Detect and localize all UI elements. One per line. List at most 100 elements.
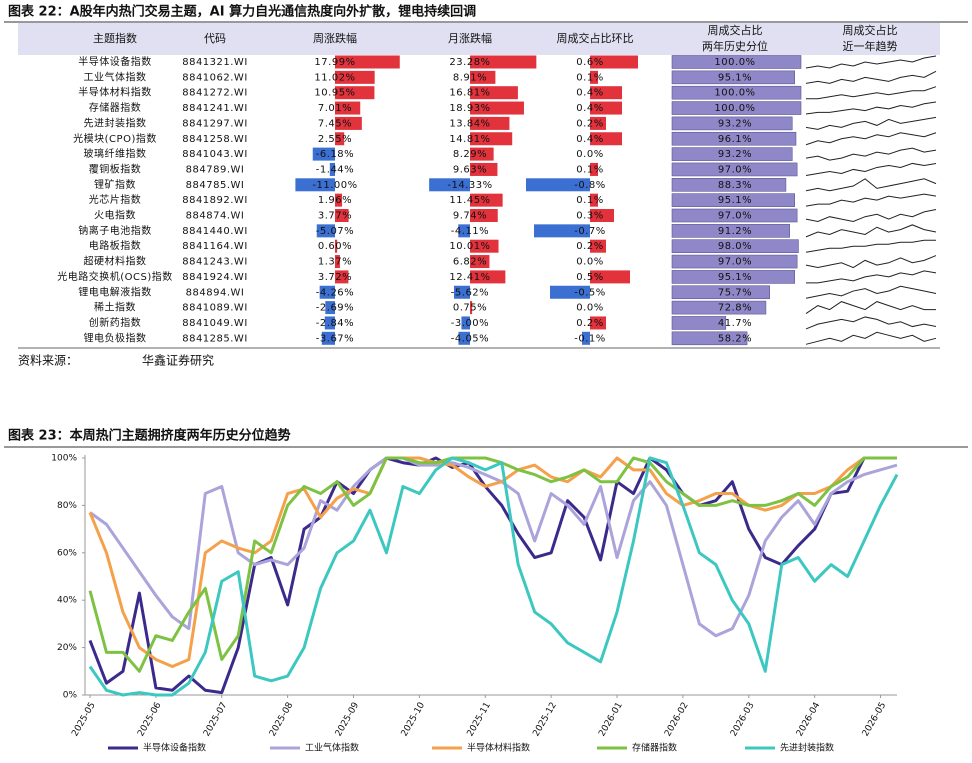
month-bar [470,209,498,222]
percentile-label: 100.0% [714,88,755,99]
month-label: 8.91% [453,72,487,83]
week-bar [324,316,335,330]
theme-name: 钠离子电池指数 [78,224,152,237]
theme-name: 锂电电解液指数 [78,285,152,298]
percentile-label: 88.3% [718,180,752,191]
month-bar [470,132,513,146]
month-label: -3.00% [451,318,489,329]
week-label: 3.77% [318,211,352,222]
month-bar [470,101,524,115]
week-label: -6.18% [316,149,354,160]
week-label: 11.02% [314,72,355,83]
month-label: 14.81% [449,134,490,145]
turnover_change-bar [590,162,598,176]
theme-name: 光电路交换机(OCS)指数 [57,270,173,283]
trend-sparkline [805,331,937,345]
index-code: 8841062.WI [182,72,248,83]
column-header: 周成交占比 [843,23,898,37]
week-label: 7.45% [318,118,352,129]
month-bar [461,316,470,330]
turnover_change-bar [590,101,622,115]
turnover_change-label: 0.4% [576,134,603,145]
turnover_change-bar [590,270,630,284]
percentile-bar [671,193,795,207]
percentile-label: 41.7% [718,318,752,329]
index-code: 8841924.WI [182,272,248,283]
month-label: 12.41% [449,272,490,283]
turnover_change-bar [590,116,606,130]
week-label: 0.60% [318,241,352,252]
theme-name: 光模块(CPO)指数 [73,132,157,145]
week-bar [319,285,335,299]
trend-sparkline [805,178,937,192]
percentile-bar [671,224,790,238]
percentile-bar [671,131,797,146]
theme-name: 存储器指数 [89,101,142,114]
index-code: 8841258.WI [182,134,248,145]
week-bar [312,147,335,161]
trend-sparkline [805,70,937,84]
turnover_change-label: 0.2% [576,241,603,252]
month-bar [470,70,496,84]
month-label: -4.05% [451,333,489,344]
index-code: 8841321.WI [182,57,248,68]
trend-sparkline [805,224,937,238]
week-bar [335,70,375,84]
percentile-label: 96.1% [718,134,752,145]
turnover_change-bar [590,70,598,84]
turnover_change-label: 0.1% [576,195,603,206]
y-tick-label: 40% [57,596,77,606]
month-bar [458,331,470,345]
source-label: 资料来源： [18,354,78,368]
week-bar [335,86,375,100]
percentile-label: 98.0% [718,241,752,252]
percentile-bar [671,254,798,269]
month-bar [470,301,473,315]
month-label: -4.11% [451,226,489,237]
percentile-label: 97.0% [718,211,752,222]
percentile-label: 97.0% [718,257,752,268]
index-code: 8841440.WI [182,226,248,237]
month-label: 0.75% [453,303,487,314]
percentile-bar [671,101,802,115]
series-line [88,456,899,697]
y-tick-label: 80% [57,501,77,511]
week-bar [335,255,340,269]
month-bar [458,224,470,238]
turnover_change-label: 0.5% [576,272,603,283]
percentile-label: 91.2% [718,226,752,237]
legend-label: 工业气体指数 [305,742,359,754]
turnover_change-label: 0.4% [576,88,603,99]
percentile-label: 97.0% [718,164,752,175]
index-code: 8841243.WI [182,257,248,268]
turnover_change-bar [590,316,606,330]
percentile-bar [671,239,799,253]
month-label: 23.28% [449,57,490,68]
theme-name: 工业气体指数 [84,70,147,83]
y-tick-label: 0% [63,691,78,701]
trend-sparkline [806,270,937,284]
turnover_change-bar [590,55,638,69]
week-bar [335,55,400,69]
turnover_change-label: 0.0% [576,303,603,314]
trend-sparkline [805,285,937,299]
column-header: 两年历史分位 [702,39,768,53]
series-line [88,456,897,673]
turnover_change-label: -0.7% [574,226,606,237]
percentile-bar [671,178,787,192]
index-code: 8841089.WI [182,303,248,314]
table-header-bg [18,23,940,55]
legend-label: 先进封装指数 [780,742,834,754]
week-label: 10.95% [314,88,355,99]
source: 华鑫证券研究 [142,353,214,368]
trend-sparkline [805,132,937,146]
turnover_change-label: -0.8% [574,180,606,191]
week-bar [295,178,335,192]
turnover_change-label: 0.2% [576,118,603,129]
percentile-bar [671,162,798,177]
month-label: 11.45% [449,195,490,206]
trend-sparkline [805,116,937,130]
month-bar [470,270,506,284]
index-code: 884894.WI [186,287,245,298]
legend-label: 存储器指数 [632,742,677,754]
